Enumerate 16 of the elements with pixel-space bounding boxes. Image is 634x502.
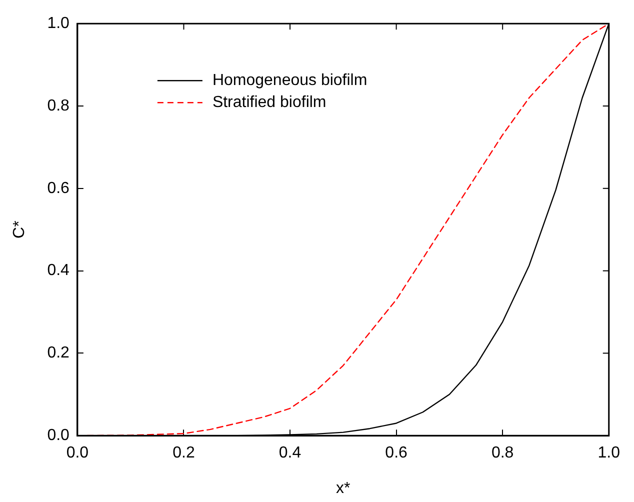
x-tick-label: 0.4	[278, 444, 302, 462]
y-tick-label: 0.0	[47, 427, 70, 444]
x-tick-label: 0.8	[491, 444, 514, 462]
y-axis-title: C*	[11, 220, 28, 238]
x-tick-label: 0.6	[385, 444, 408, 462]
x-tick-label: 0.2	[172, 444, 195, 462]
y-tick-label: 1.0	[47, 15, 70, 32]
x-axis-title: x*	[336, 480, 350, 497]
y-tick-label: 0.6	[47, 180, 70, 197]
legend-label: Homogeneous biofilm	[212, 72, 368, 90]
y-tick-label: 0.4	[47, 262, 70, 280]
x-tick-label: 0.0	[66, 444, 89, 462]
y-tick-label: 0.2	[47, 344, 70, 362]
y-tick-label: 0.8	[47, 97, 70, 114]
legend-label: Stratified biofilm	[212, 94, 326, 112]
x-tick-label: 1.0	[598, 444, 620, 462]
